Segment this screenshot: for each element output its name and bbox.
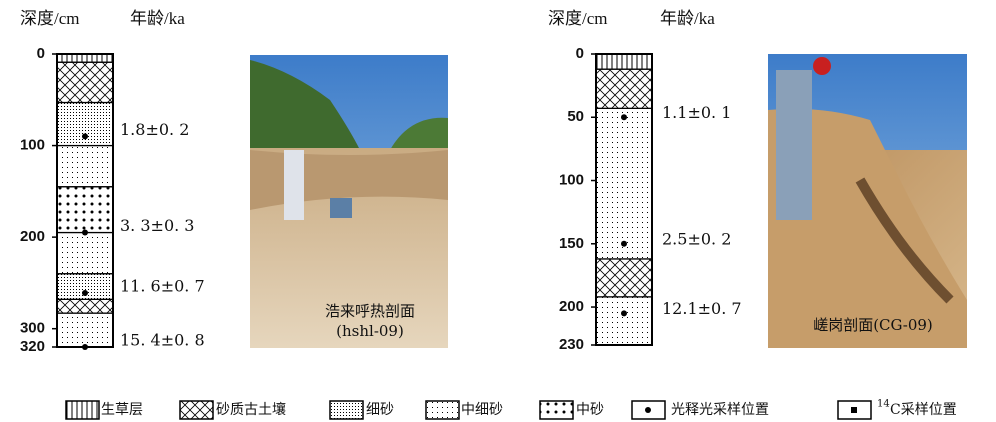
depth-label: 0 [37, 45, 45, 62]
layer [595, 296, 653, 346]
sample-point [82, 229, 88, 236]
legend-label: 生草层 [101, 402, 143, 418]
header: 深度/cm [548, 9, 608, 28]
legend-swatch [65, 400, 100, 420]
photo-caption: 嵯岗剖面(CG-09) [813, 316, 933, 334]
layer [56, 144, 114, 188]
photo [768, 54, 967, 348]
legend-swatch [425, 400, 460, 420]
legend-label: 光释光采样位置 [671, 402, 769, 418]
legend-label: C采样位置 [890, 402, 957, 418]
depth-label: 230 [559, 336, 584, 353]
legend-symbol [851, 407, 857, 413]
legend-label: 中细砂 [461, 402, 503, 418]
age-label: 2.5±0. 2 [662, 229, 731, 248]
layer [56, 53, 114, 63]
legend-swatch [329, 400, 364, 420]
depth-label: 200 [559, 298, 584, 315]
layer [595, 68, 653, 110]
age-label: 1.1±0. 1 [662, 103, 731, 122]
sample-point [82, 289, 88, 296]
layer [595, 258, 653, 298]
layer [56, 298, 114, 314]
header: 年龄/ka [130, 9, 185, 28]
age-label: 3. 3±0. 3 [120, 216, 194, 235]
legend-sup: 14 [877, 399, 890, 410]
depth-label: 50 [567, 108, 584, 125]
legend-symbol [645, 407, 651, 413]
photo [250, 55, 448, 348]
legend-label: 砂质古土壤 [216, 401, 286, 418]
photo-caption: (hshl-09) [336, 322, 404, 340]
age-label: 11. 6±0. 7 [120, 276, 205, 295]
depth-label: 300 [20, 320, 45, 337]
layer [56, 312, 114, 348]
layer [595, 53, 653, 70]
header: 年龄/ka [660, 9, 715, 28]
header: 深度/cm [20, 9, 80, 28]
column-frame [595, 53, 653, 346]
age-label: 15. 4±0. 8 [120, 331, 205, 350]
age-label: 12.1±0. 7 [662, 299, 742, 318]
legend-label: 细砂 [366, 402, 394, 418]
photo-caption: 浩来呼热剖面 [325, 302, 415, 320]
depth-label: 100 [559, 171, 584, 188]
depth-label: 100 [20, 137, 45, 154]
age-label: 1.8±0. 2 [120, 120, 189, 139]
sample-point [621, 240, 627, 247]
depth-label: 320 [20, 338, 45, 355]
layer [56, 231, 114, 275]
depth-label: 200 [20, 228, 45, 245]
sample-point [82, 133, 88, 140]
layer [56, 61, 114, 104]
legend-label: 中砂 [576, 402, 604, 418]
layer [56, 186, 114, 234]
legend-swatch [539, 400, 574, 420]
sample-point [82, 344, 88, 350]
depth-label: 0 [576, 45, 584, 62]
sample-point [621, 310, 627, 317]
sample-point [621, 114, 627, 121]
legend-swatch [179, 400, 214, 420]
layer [595, 107, 653, 260]
depth-label: 150 [559, 235, 584, 252]
